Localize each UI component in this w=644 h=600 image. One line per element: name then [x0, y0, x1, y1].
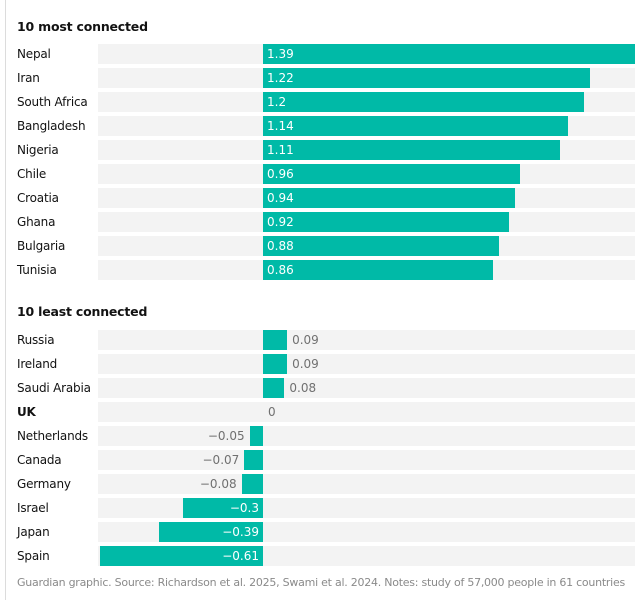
- bar: [263, 354, 288, 374]
- category-label: Croatia: [17, 191, 59, 205]
- bar-row: Croatia 0.94: [0, 188, 644, 208]
- bar-row: Bulgaria 0.88: [0, 236, 644, 256]
- bar-track: [98, 378, 635, 398]
- bar-row: Spain −0.61: [0, 546, 644, 566]
- category-label: Netherlands: [17, 429, 88, 443]
- value-label: 0.09: [292, 357, 319, 371]
- bar-row: Bangladesh 1.14: [0, 116, 644, 136]
- value-label: 1.14: [267, 119, 294, 133]
- value-label: −0.39: [222, 525, 259, 539]
- bar-track: [98, 402, 635, 422]
- bar: [241, 474, 263, 494]
- section-title-most: 10 most connected: [17, 19, 148, 34]
- category-label: Nigeria: [17, 143, 59, 157]
- bar: [263, 140, 561, 160]
- value-label: 0.08: [289, 381, 317, 395]
- value-label: −0.05: [207, 429, 245, 443]
- category-label: Ireland: [17, 357, 58, 371]
- bar-row: Iran 1.22: [0, 68, 644, 88]
- bar: [263, 260, 494, 280]
- category-label: Japan: [17, 525, 50, 539]
- bar-row: Ireland 0.09: [0, 354, 644, 374]
- footer-source: Guardian graphic. Source: Richardson et …: [17, 576, 625, 589]
- bar-row: Netherlands −0.05: [0, 426, 644, 446]
- bar-row: Chile 0.96: [0, 164, 644, 184]
- bar-row: Saudi Arabia 0.08: [0, 378, 644, 398]
- value-label: 0.96: [267, 167, 294, 181]
- value-label: 0.88: [267, 239, 294, 253]
- bar-row: Russia 0.09: [0, 330, 644, 350]
- bar: [263, 330, 288, 350]
- bar-track: [98, 474, 635, 494]
- value-label: −0.08: [199, 477, 237, 491]
- category-label: Canada: [17, 453, 62, 467]
- category-label: Ghana: [17, 215, 56, 229]
- value-label: 0.92: [267, 215, 294, 229]
- value-label: −0.61: [222, 549, 259, 563]
- bar-track: [98, 426, 635, 446]
- bar-row: Japan −0.39: [0, 522, 644, 542]
- bar: [99, 546, 263, 566]
- bar-row: Nepal 1.39: [0, 44, 644, 64]
- category-label: Germany: [17, 477, 71, 491]
- category-label: Chile: [17, 167, 47, 181]
- category-label: Israel: [17, 501, 49, 515]
- value-label: 0.94: [267, 191, 294, 205]
- bar: [263, 378, 285, 398]
- bar: [263, 92, 585, 112]
- category-label: Russia: [17, 333, 55, 347]
- bar: [263, 212, 510, 232]
- bar: [158, 522, 263, 542]
- category-label: Tunisia: [17, 263, 57, 277]
- value-label: −0.07: [202, 453, 240, 467]
- bar: [244, 450, 263, 470]
- bar: [263, 116, 569, 136]
- category-label: Saudi Arabia: [17, 381, 91, 395]
- bar: [263, 236, 499, 256]
- bar-track: [98, 450, 635, 470]
- bar: [263, 188, 515, 208]
- value-label: 1.22: [267, 71, 294, 85]
- bar-row: Israel −0.3: [0, 498, 644, 518]
- bar-row: Ghana 0.92: [0, 212, 644, 232]
- bar: [182, 498, 263, 518]
- left-rule: [5, 0, 6, 600]
- value-label: 0.09: [292, 333, 319, 347]
- category-label: South Africa: [17, 95, 88, 109]
- bar: [263, 44, 635, 64]
- bar-row: Tunisia 0.86: [0, 260, 644, 280]
- bar-row: Nigeria 1.11: [0, 140, 644, 160]
- category-label: Spain: [17, 549, 50, 563]
- bar: [263, 68, 590, 88]
- value-label: 0: [268, 405, 276, 419]
- bar-row: Germany −0.08: [0, 474, 644, 494]
- value-label: 1.39: [267, 47, 294, 61]
- bar-row: Canada −0.07: [0, 450, 644, 470]
- value-label: 1.2: [267, 95, 287, 109]
- value-label: −0.3: [229, 501, 259, 515]
- bar: [249, 426, 263, 446]
- value-label: 0.86: [267, 263, 294, 277]
- value-label: 1.11: [267, 143, 294, 157]
- category-label: Bulgaria: [17, 239, 66, 253]
- category-label: Iran: [17, 71, 40, 85]
- bar-track: [98, 498, 635, 518]
- category-label: UK: [17, 405, 36, 419]
- bar-row: South Africa 1.2: [0, 92, 644, 112]
- bar-track: [98, 354, 635, 374]
- category-label: Bangladesh: [17, 119, 86, 133]
- category-label: Nepal: [17, 47, 51, 61]
- section-title-least: 10 least connected: [17, 304, 148, 319]
- bar-track: [98, 330, 635, 350]
- bar-row: UK 0: [0, 402, 644, 422]
- bar: [263, 164, 520, 184]
